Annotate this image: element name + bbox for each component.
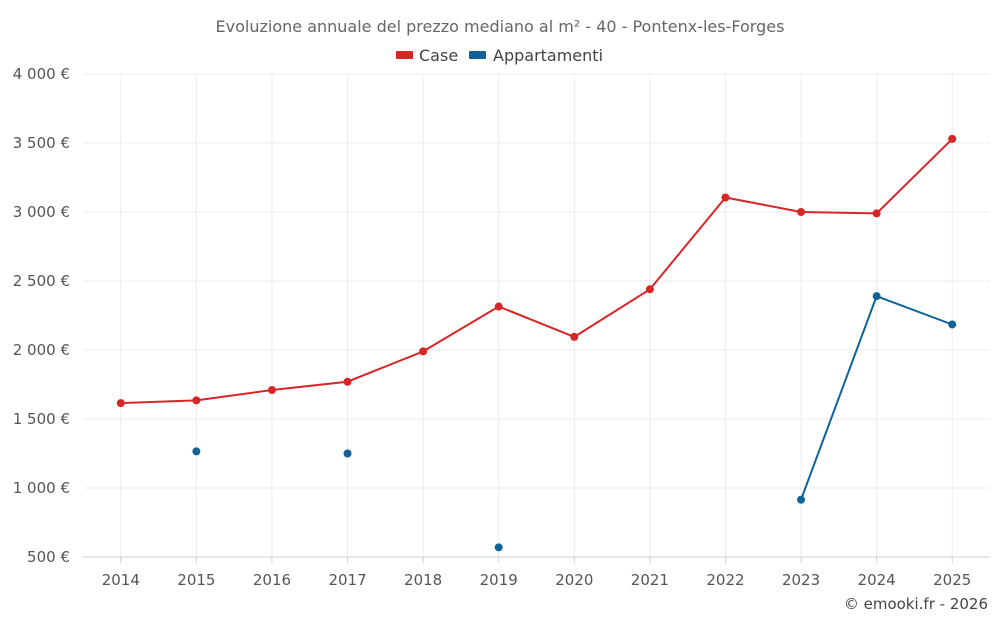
data-point-case-2024[interactable] [872, 209, 881, 218]
legend-swatch-case [396, 51, 413, 59]
legend-swatch-appartamenti [469, 51, 486, 59]
data-point-appartamenti-2023[interactable] [797, 495, 806, 504]
data-point-appartamenti-2025[interactable] [948, 320, 957, 329]
x-tick-label-2015: 2015 [177, 571, 215, 589]
legend-item-case[interactable]: Case [396, 46, 458, 65]
data-point-case-2022[interactable] [721, 193, 730, 202]
y-tick-label-3000: 3 000 € [13, 203, 70, 221]
data-point-case-2017[interactable] [343, 377, 352, 386]
x-tick-label-2018: 2018 [404, 571, 442, 589]
x-tick-label-2022: 2022 [706, 571, 744, 589]
x-tick-label-2014: 2014 [102, 571, 140, 589]
data-point-appartamenti-2015[interactable] [192, 447, 201, 456]
y-tick-label-3500: 3 500 € [13, 134, 70, 152]
y-tick-label-2500: 2 500 € [13, 272, 70, 290]
data-point-case-2023[interactable] [797, 208, 806, 216]
x-tick-label-2025: 2025 [933, 571, 971, 589]
data-point-appartamenti-2017[interactable] [343, 449, 352, 458]
y-tick-label-1500: 1 500 € [13, 410, 70, 428]
y-tick-label-1000: 1 000 € [13, 479, 70, 497]
x-tick-label-2021: 2021 [631, 571, 669, 589]
series-line-case-0 [120, 138, 953, 405]
y-tick-label-500: 500 € [27, 548, 70, 566]
credit-text: © emooki.fr - 2026 [844, 595, 988, 613]
data-point-case-2019[interactable] [494, 302, 503, 311]
data-point-case-2016[interactable] [267, 386, 276, 395]
grid [83, 73, 990, 557]
y-tick-label-2000: 2 000 € [13, 341, 70, 359]
data-point-appartamenti-2024[interactable] [872, 292, 881, 301]
data-point-case-2021[interactable] [645, 285, 654, 294]
x-axis: 2014 2015 2016 2017 2018 2019 2020 2021 2022 2023… [83, 556, 990, 589]
x-tick-label-2019: 2019 [480, 571, 518, 589]
data-point-case-2020[interactable] [570, 332, 579, 341]
legend-label-appartamenti: Appartamenti [493, 46, 603, 65]
data-point-case-2025[interactable] [948, 134, 957, 143]
series [116, 134, 957, 552]
x-tick-label-2016: 2016 [253, 571, 291, 589]
data-point-case-2018[interactable] [419, 347, 428, 356]
x-tick-label-2024: 2024 [858, 571, 896, 589]
y-axis: 500 € 1 000 € 1 500 € 2 000 € 2 500 € 3 000 €… [13, 65, 70, 566]
legend-item-appartamenti[interactable]: Appartamenti [469, 46, 603, 65]
x-tick-label-2020: 2020 [555, 571, 593, 589]
data-point-case-2015[interactable] [192, 396, 201, 405]
y-tick-label-4000: 4 000 € [13, 65, 70, 83]
data-point-appartamenti-2019[interactable] [494, 543, 503, 552]
x-tick-label-2017: 2017 [328, 571, 366, 589]
x-tick-label-2023: 2023 [782, 571, 820, 589]
chart-title: Evoluzione annuale del prezzo mediano al… [216, 17, 785, 36]
data-point-case-2014[interactable] [116, 399, 125, 408]
legend: Case Appartamenti [396, 46, 603, 65]
legend-label-case: Case [419, 46, 458, 65]
